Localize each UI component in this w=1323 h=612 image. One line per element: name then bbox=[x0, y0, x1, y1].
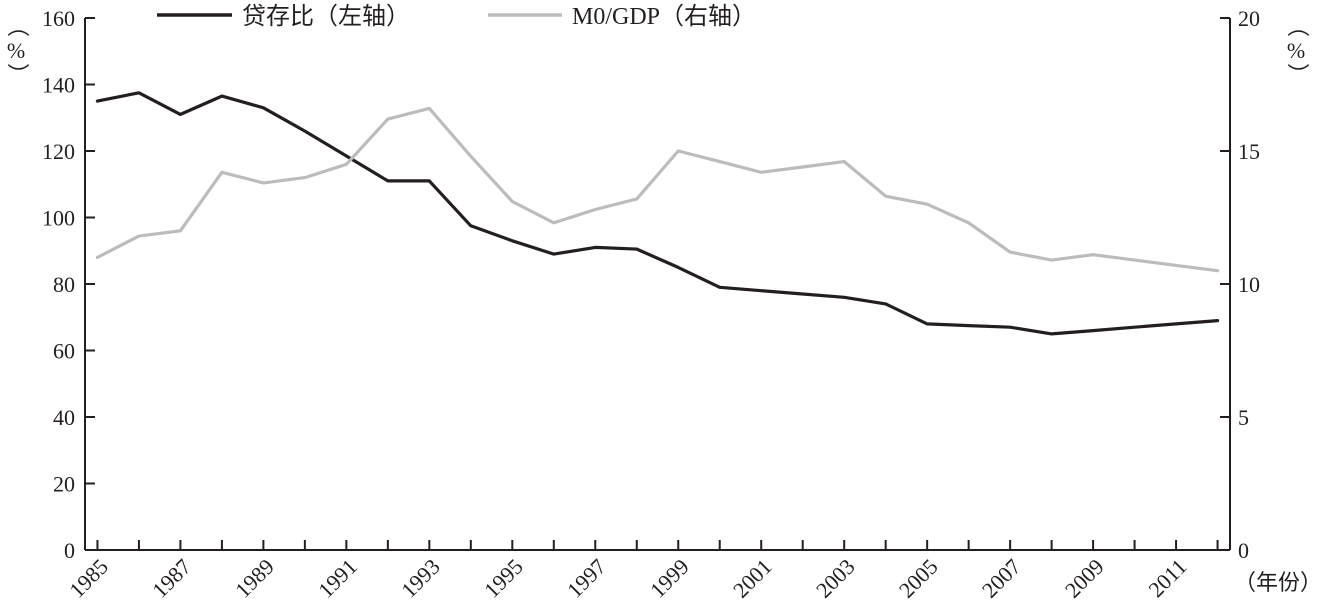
legend-label-1: 贷存比（左轴） bbox=[242, 3, 410, 30]
unit-paren: （ bbox=[5, 15, 30, 37]
series-line-2 bbox=[95, 106, 1220, 273]
x-axis-unit-label: （年份） bbox=[1234, 570, 1322, 595]
left-y-tick-label: 80 bbox=[53, 272, 75, 297]
left-y-tick-label: 20 bbox=[53, 472, 75, 497]
unit-paren: （ bbox=[1285, 15, 1310, 37]
x-tick-label: 1997 bbox=[562, 554, 611, 603]
x-tick-label: 2005 bbox=[894, 554, 943, 603]
x-tick-label: 1999 bbox=[645, 554, 694, 603]
right-y-tick-label: 5 bbox=[1238, 405, 1249, 430]
x-tick-label: 1989 bbox=[230, 554, 279, 603]
series-line-1 bbox=[95, 91, 1220, 336]
x-tick-label: 2009 bbox=[1060, 554, 1109, 603]
x-tick-label: 1987 bbox=[147, 554, 196, 603]
right-y-unit-label: （%） bbox=[1285, 15, 1310, 85]
left-y-tick-label: 160 bbox=[42, 6, 75, 31]
x-tick-label: 2011 bbox=[1143, 554, 1191, 602]
unit-symbol: % bbox=[1287, 38, 1305, 63]
left-y-tick-label: 60 bbox=[53, 339, 75, 364]
left-y-tick-label: 140 bbox=[42, 73, 75, 98]
x-tick-label: 1995 bbox=[479, 554, 528, 603]
x-tick-label: 1991 bbox=[313, 554, 362, 603]
left-y-tick-label: 0 bbox=[64, 538, 75, 563]
right-y-tick-label: 20 bbox=[1238, 6, 1260, 31]
right-y-tick-label: 0 bbox=[1238, 538, 1249, 563]
legend: 贷存比（左轴） M0/GDP（右轴） bbox=[157, 3, 756, 30]
left-y-unit-label: （%） bbox=[5, 15, 30, 85]
x-tick-label: 1993 bbox=[396, 554, 445, 603]
unit-paren: ） bbox=[1285, 63, 1310, 85]
left-y-tick-label: 100 bbox=[42, 206, 75, 231]
series-lines bbox=[95, 91, 1220, 336]
unit-paren: ） bbox=[5, 63, 30, 85]
right-y-tick-label: 10 bbox=[1238, 272, 1260, 297]
left-y-tick-label: 40 bbox=[53, 405, 75, 430]
legend-label-2: M0/GDP（右轴） bbox=[572, 3, 756, 30]
x-tick-label: 2001 bbox=[728, 554, 777, 603]
x-tick-label: 2003 bbox=[811, 554, 860, 603]
axes bbox=[84, 17, 1231, 551]
left-y-tick-label: 120 bbox=[42, 139, 75, 164]
unit-symbol: % bbox=[7, 38, 25, 63]
right-y-tick-label: 15 bbox=[1238, 139, 1260, 164]
x-tick-label: 2007 bbox=[977, 554, 1026, 603]
